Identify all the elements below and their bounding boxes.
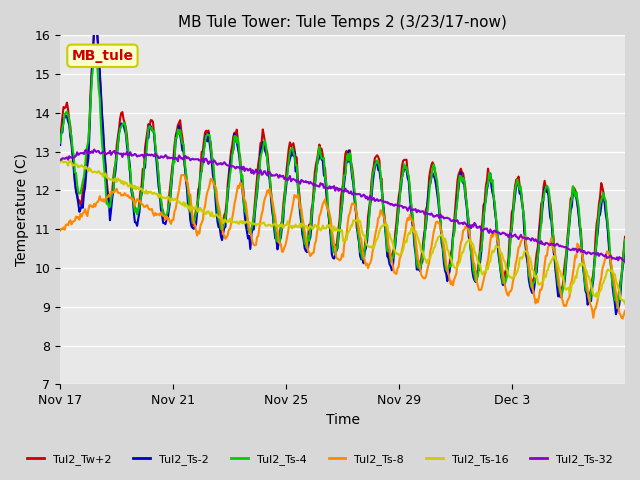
Tul2_Ts-32	[326, 183, 333, 189]
Tul2_Ts-4	[90, 47, 98, 52]
Line: Tul2_Ts-2: Tul2_Ts-2	[60, 19, 625, 314]
Tul2_Ts-32	[609, 256, 616, 262]
Tul2_Ts-32	[90, 147, 98, 153]
Tul2_Ts-8	[394, 265, 401, 271]
Tul2_Ts-8	[326, 211, 333, 216]
Tul2_Ts-8	[621, 308, 629, 314]
Tul2_Tw+2	[363, 233, 371, 239]
Tul2_Ts-32	[56, 157, 64, 163]
Tul2_Ts-16	[326, 222, 333, 228]
Tul2_Ts-4	[609, 281, 616, 287]
Tul2_Ts-2	[326, 221, 333, 227]
Tul2_Ts-2	[609, 284, 616, 289]
Line: Tul2_Ts-4: Tul2_Ts-4	[60, 49, 625, 307]
Tul2_Ts-2	[621, 238, 629, 244]
Tul2_Ts-32	[520, 235, 528, 240]
Tul2_Ts-32	[621, 259, 629, 265]
Tul2_Ts-8	[609, 271, 616, 276]
Tul2_Ts-16	[56, 159, 64, 165]
Tul2_Ts-8	[619, 316, 627, 322]
Tul2_Ts-16	[394, 251, 401, 256]
Tul2_Ts-32	[329, 185, 337, 191]
Legend: Tul2_Tw+2, Tul2_Ts-2, Tul2_Ts-4, Tul2_Ts-8, Tul2_Ts-16, Tul2_Ts-32: Tul2_Tw+2, Tul2_Ts-2, Tul2_Ts-4, Tul2_Ts…	[23, 450, 617, 469]
Tul2_Ts-2	[93, 16, 100, 22]
Tul2_Ts-16	[621, 301, 629, 307]
Tul2_Ts-32	[394, 202, 401, 207]
Tul2_Tw+2	[613, 298, 621, 304]
Tul2_Ts-4	[613, 304, 621, 310]
Tul2_Ts-8	[329, 235, 337, 240]
Tul2_Tw+2	[329, 244, 337, 250]
Tul2_Ts-8	[520, 233, 528, 239]
Tul2_Ts-4	[56, 140, 64, 145]
Tul2_Tw+2	[92, 13, 99, 19]
Tul2_Ts-4	[621, 237, 629, 243]
Tul2_Tw+2	[394, 207, 401, 213]
Tul2_Ts-8	[363, 261, 371, 266]
Title: MB Tule Tower: Tule Temps 2 (3/23/17-now): MB Tule Tower: Tule Temps 2 (3/23/17-now…	[178, 15, 507, 30]
Tul2_Tw+2	[621, 234, 629, 240]
Tul2_Ts-16	[609, 269, 616, 275]
Tul2_Ts-16	[520, 249, 528, 255]
Tul2_Ts-2	[329, 255, 337, 261]
Tul2_Tw+2	[520, 220, 528, 226]
Tul2_Ts-2	[56, 142, 64, 148]
Tul2_Ts-8	[179, 172, 186, 178]
Tul2_Tw+2	[609, 272, 616, 278]
Line: Tul2_Ts-8: Tul2_Ts-8	[60, 175, 625, 319]
Tul2_Ts-16	[329, 228, 337, 234]
Tul2_Ts-4	[326, 218, 333, 224]
Y-axis label: Temperature (C): Temperature (C)	[15, 153, 29, 266]
Tul2_Ts-16	[363, 242, 371, 248]
Tul2_Ts-4	[394, 217, 401, 223]
Tul2_Tw+2	[56, 133, 64, 139]
Tul2_Ts-4	[520, 216, 528, 222]
Tul2_Ts-4	[363, 234, 371, 240]
Tul2_Tw+2	[326, 223, 333, 229]
Tul2_Ts-2	[363, 240, 371, 246]
Tul2_Ts-16	[58, 156, 65, 162]
Line: Tul2_Ts-16: Tul2_Ts-16	[60, 159, 625, 304]
X-axis label: Time: Time	[326, 413, 360, 427]
Tul2_Ts-2	[394, 219, 401, 225]
Line: Tul2_Tw+2: Tul2_Tw+2	[60, 16, 625, 301]
Tul2_Ts-32	[363, 194, 371, 200]
Tul2_Ts-2	[520, 228, 528, 234]
Tul2_Ts-4	[329, 245, 337, 251]
Line: Tul2_Ts-32: Tul2_Ts-32	[60, 150, 625, 262]
Text: MB_tule: MB_tule	[72, 49, 134, 63]
Tul2_Ts-8	[56, 228, 64, 233]
Tul2_Ts-2	[612, 312, 620, 317]
